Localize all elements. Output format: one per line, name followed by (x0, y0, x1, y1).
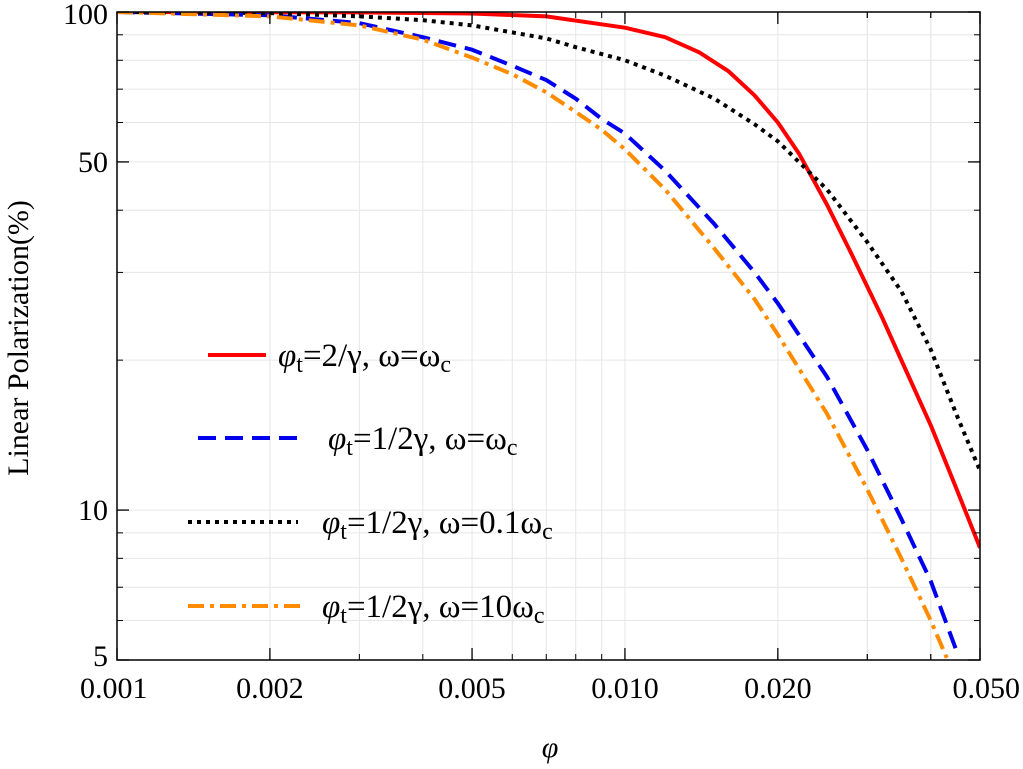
x-axis-label: φ (542, 731, 559, 764)
plot-curves (117, 12, 980, 659)
y-tick-label: 10 (78, 494, 108, 527)
gridlines (116, 11, 981, 661)
legend-label-blue-dashed: φt=1/2γ, ω=ωc (328, 421, 518, 461)
y-tick-label: 50 (78, 146, 108, 179)
series-line-blue-dashed (117, 12, 959, 653)
series-line-red-solid (117, 12, 980, 549)
x-tick-label: 0.010 (591, 672, 659, 705)
plot-frame (116, 11, 981, 661)
legend-label-orange-dashdot: φt=1/2γ, ω=10ωc (322, 589, 545, 629)
y-axis-label: Linear Polarization(%) (2, 200, 35, 476)
x-tick-label: 0.001 (80, 672, 148, 705)
legend: φt=2/γ, ω=ωc φt=1/2γ, ω=ωc φt=1/2γ, ω=0.1ω… (188, 338, 553, 629)
x-tick-labels: 0.001 0.002 0.005 0.010 0.020 0.050 (80, 672, 1020, 705)
y-tick-labels: 100 50 10 5 (63, 0, 108, 673)
axis-ticks (116, 11, 981, 661)
x-tick-label: 0.020 (744, 672, 812, 705)
series-line-orange-dashdot (117, 12, 949, 659)
legend-label-black-dotted: φt=1/2γ, ω=0.1ωc (322, 505, 553, 545)
x-tick-label: 0.005 (438, 672, 506, 705)
y-tick-label: 100 (63, 0, 108, 31)
x-tick-label: 0.050 (953, 672, 1021, 705)
x-tick-label: 0.002 (236, 672, 304, 705)
legend-label-red-solid: φt=2/γ, ω=ωc (278, 338, 451, 378)
y-tick-label: 5 (93, 640, 108, 673)
